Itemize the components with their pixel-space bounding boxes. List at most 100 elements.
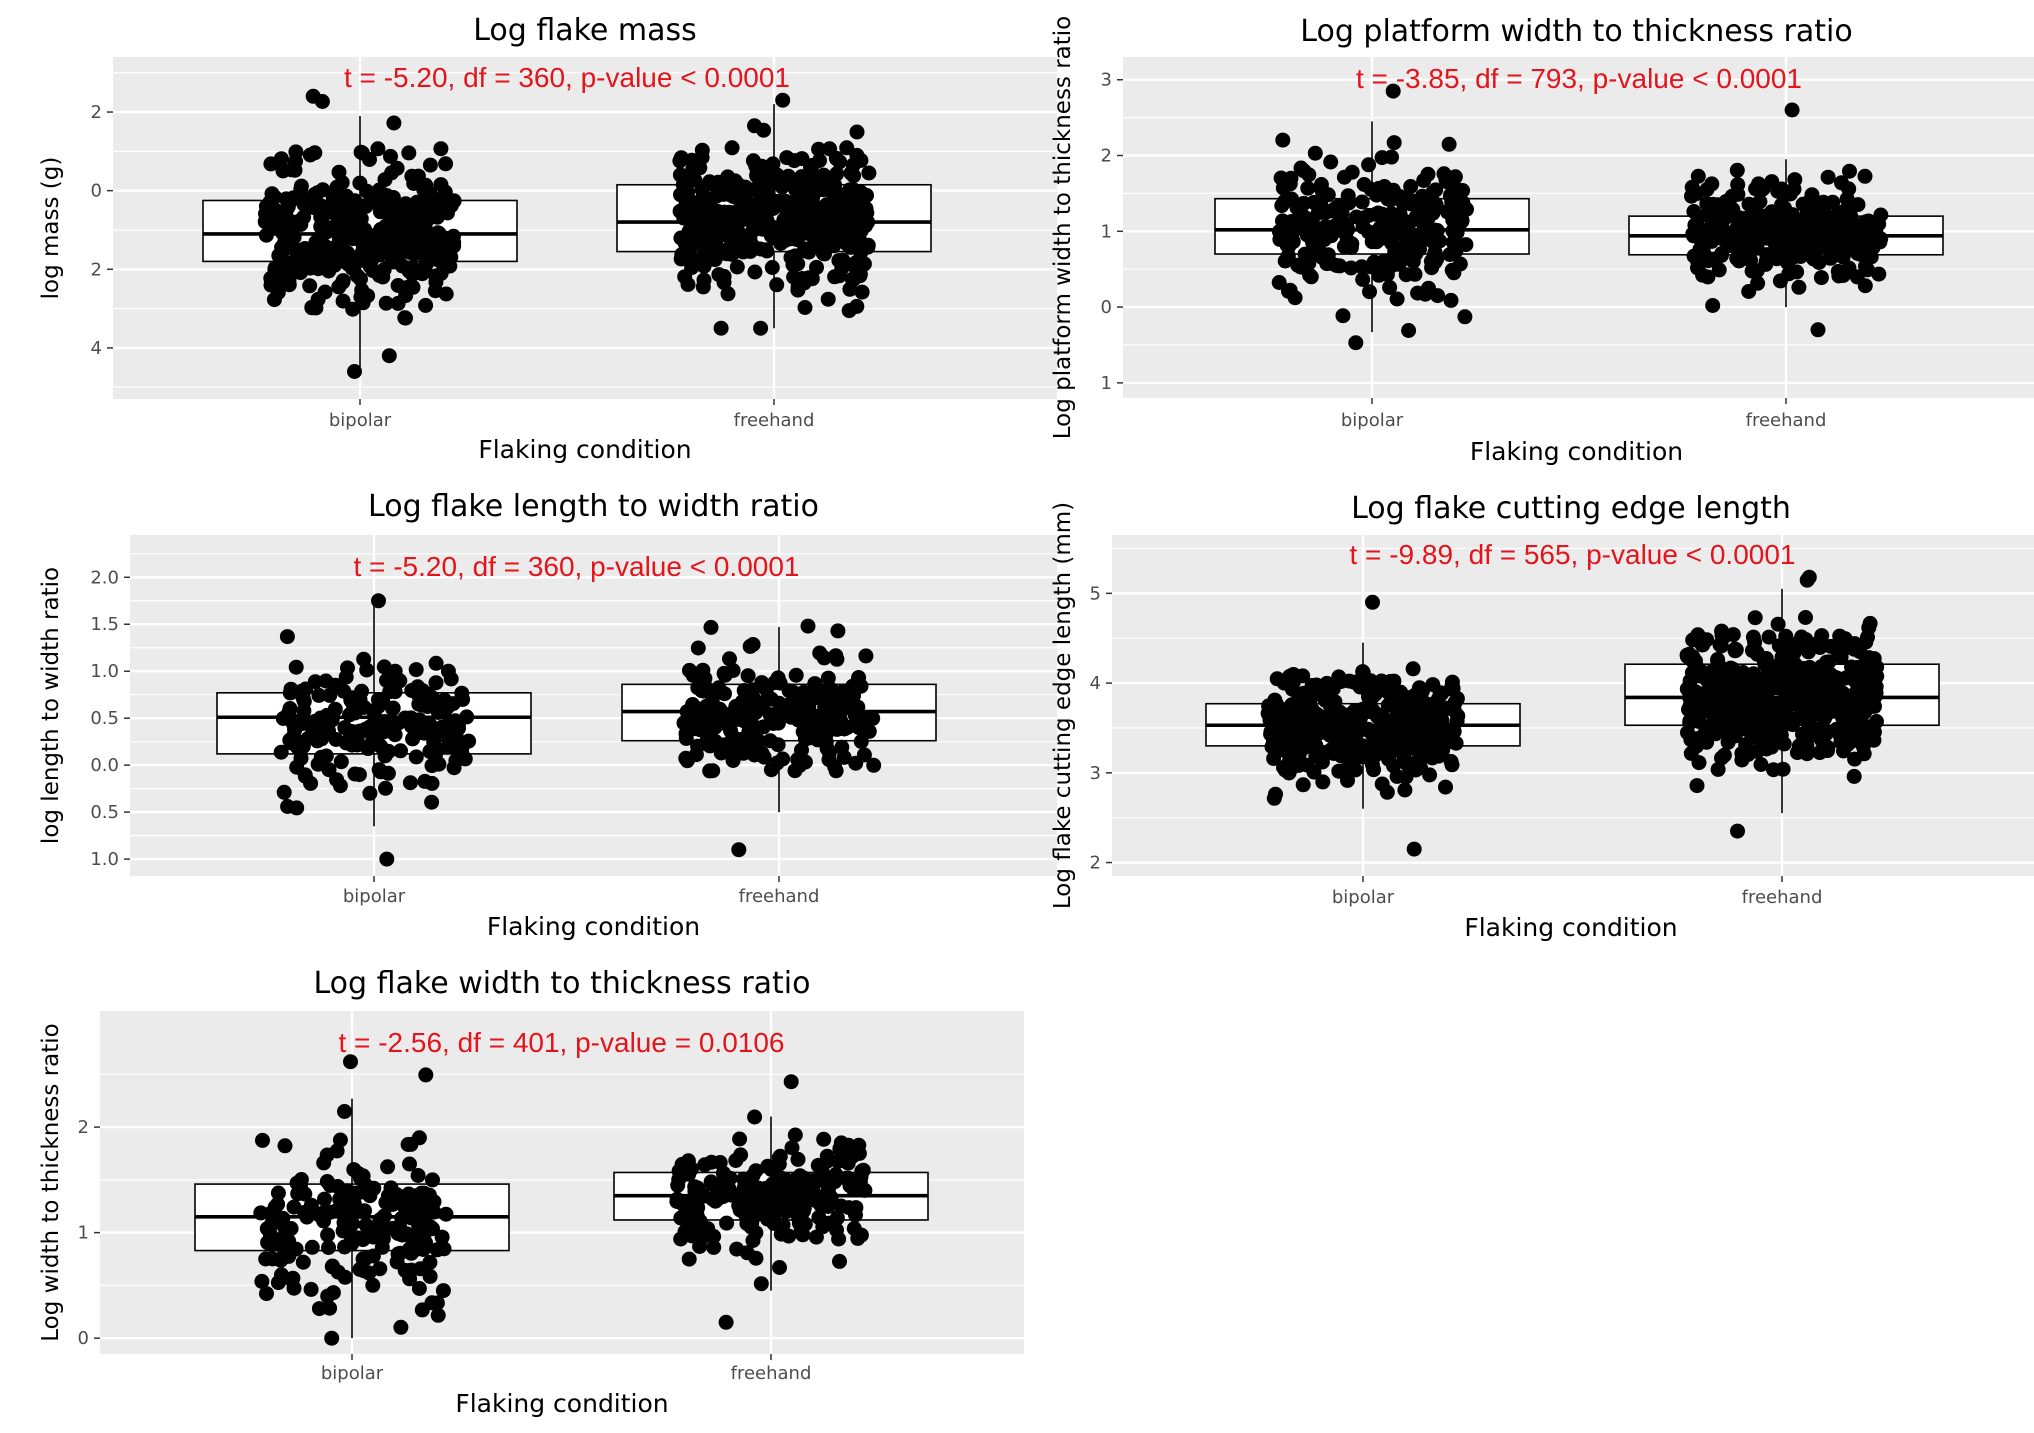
- data-point: [1778, 628, 1794, 644]
- y-tick-label: 0.5: [90, 708, 119, 729]
- group-freehand: [1628, 102, 1944, 338]
- data-point: [671, 1163, 687, 1179]
- data-point: [1759, 741, 1774, 757]
- data-point: [288, 144, 304, 160]
- data-point: [715, 1165, 731, 1181]
- data-point: [363, 249, 379, 265]
- data-point: [670, 1177, 686, 1193]
- data-point: [378, 295, 394, 311]
- x-tick-label: freehand: [734, 410, 815, 431]
- data-point: [1335, 763, 1351, 779]
- data-point: [1800, 195, 1816, 211]
- data-point: [1814, 719, 1830, 735]
- data-point: [1801, 569, 1817, 585]
- data-point: [283, 193, 298, 209]
- data-point: [398, 310, 413, 326]
- data-point: [820, 291, 836, 307]
- data-point: [1791, 279, 1807, 295]
- data-point: [790, 279, 806, 295]
- y-axis-label: log mass (g): [38, 157, 64, 300]
- data-point: [774, 1170, 790, 1186]
- data-point: [1813, 270, 1829, 286]
- data-point: [1344, 164, 1360, 180]
- data-point: [705, 763, 721, 779]
- data-point: [336, 202, 351, 218]
- data-point: [748, 1163, 764, 1179]
- data-point: [394, 1227, 410, 1243]
- data-point: [276, 1242, 292, 1257]
- data-point: [1810, 207, 1826, 223]
- data-point: [294, 716, 310, 732]
- x-tick-label: freehand: [1746, 410, 1827, 431]
- data-point: [1402, 214, 1418, 230]
- data-point: [1716, 628, 1732, 644]
- data-point: [829, 651, 845, 667]
- data-point: [393, 1319, 409, 1335]
- data-point: [1729, 162, 1745, 178]
- data-point: [266, 292, 282, 308]
- data-point: [1730, 823, 1745, 839]
- data-point: [1275, 132, 1291, 148]
- data-point: [426, 1194, 442, 1210]
- data-point: [1700, 269, 1716, 285]
- data-point: [853, 1227, 869, 1243]
- data-point: [736, 735, 752, 751]
- y-tick-label: 3: [1090, 763, 1101, 784]
- data-point: [796, 1203, 811, 1219]
- data-point: [672, 167, 688, 183]
- data-point: [790, 1151, 806, 1167]
- data-point: [747, 737, 763, 753]
- data-point: [352, 175, 368, 191]
- data-point: [279, 629, 295, 645]
- data-point: [417, 773, 433, 789]
- data-point: [1295, 668, 1311, 684]
- data-point: [695, 279, 711, 295]
- chart-panel-2: 3 2 1 0 1 bipolar freehand Log platform width t…: [1050, 14, 2034, 466]
- data-point: [1403, 179, 1419, 194]
- data-point: [1837, 631, 1853, 647]
- data-point: [1319, 675, 1335, 691]
- data-point: [1296, 692, 1312, 708]
- data-point: [402, 775, 418, 791]
- data-point: [716, 740, 732, 756]
- data-point: [319, 224, 335, 240]
- group-bipolar: [202, 88, 518, 379]
- data-point: [1805, 662, 1821, 678]
- data-point: [455, 691, 471, 707]
- data-point: [758, 1185, 774, 1201]
- data-point: [1719, 683, 1735, 699]
- data-point: [416, 1185, 432, 1201]
- data-point: [258, 198, 274, 214]
- y-tick-label: 2: [78, 1117, 89, 1138]
- data-point: [415, 1242, 431, 1257]
- y-tick-label: 3: [1101, 70, 1112, 91]
- data-point: [780, 199, 795, 215]
- data-point: [430, 1307, 446, 1323]
- data-point: [821, 745, 837, 761]
- data-point: [1688, 731, 1704, 747]
- data-point: [1385, 83, 1401, 99]
- data-point: [353, 289, 369, 305]
- data-point: [1690, 168, 1706, 184]
- data-point: [1335, 308, 1351, 324]
- data-point: [1430, 730, 1446, 746]
- data-point: [345, 1216, 360, 1232]
- data-point: [390, 295, 406, 311]
- data-point: [1284, 191, 1300, 207]
- data-point: [769, 755, 785, 771]
- y-axis-label: Log width to thickness ratio: [38, 1023, 64, 1342]
- data-point: [1858, 634, 1874, 650]
- data-point: [732, 1202, 748, 1218]
- y-tick-label: 2.0: [90, 567, 119, 588]
- data-point: [307, 674, 323, 690]
- data-point: [305, 88, 321, 104]
- data-point: [787, 1127, 803, 1143]
- data-point: [1810, 322, 1826, 338]
- data-point: [709, 713, 725, 729]
- y-tick-label: 0: [1101, 297, 1112, 318]
- data-point: [774, 233, 790, 249]
- data-point: [433, 177, 449, 193]
- data-point: [342, 707, 358, 723]
- data-point: [343, 1054, 358, 1070]
- x-tick-label: freehand: [739, 886, 820, 907]
